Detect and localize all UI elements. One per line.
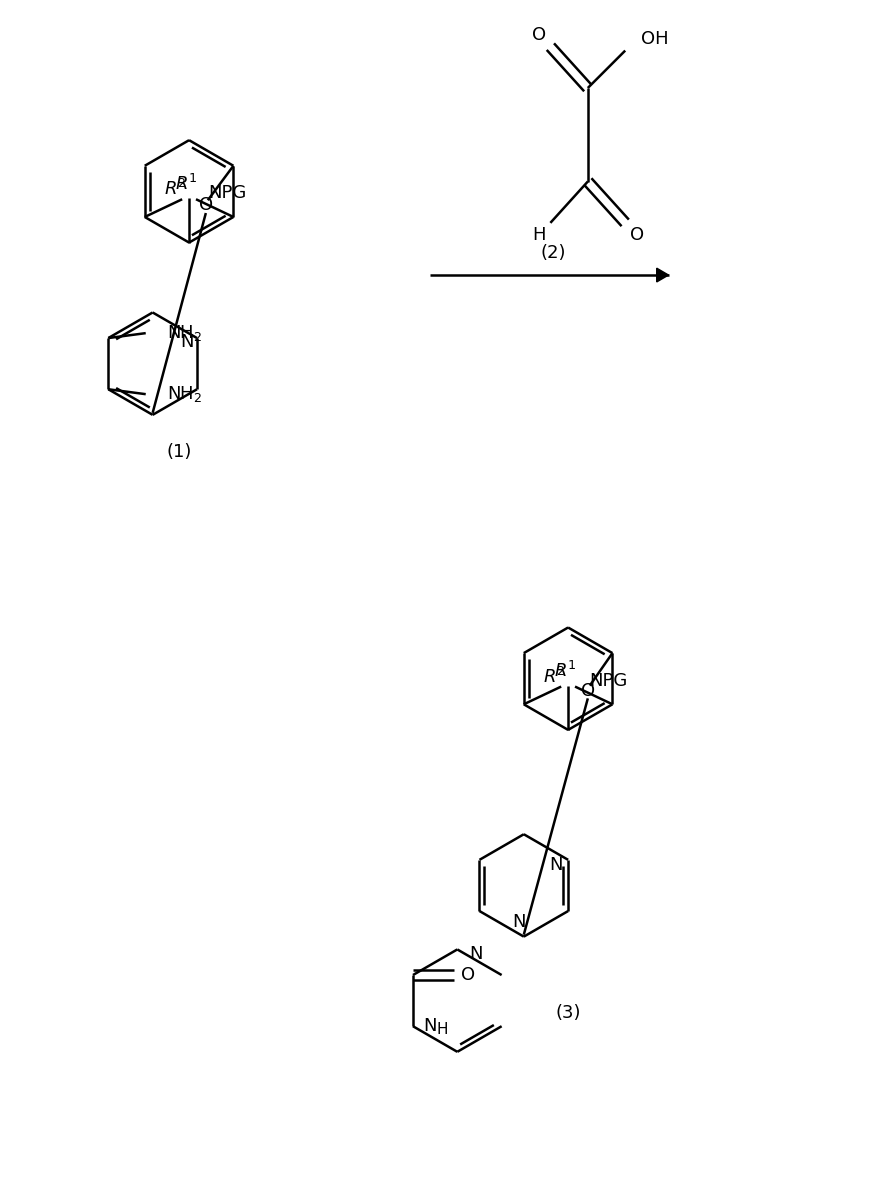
Text: N: N bbox=[423, 1017, 436, 1035]
Text: O: O bbox=[630, 225, 644, 243]
Text: N: N bbox=[180, 333, 194, 350]
Text: O: O bbox=[199, 197, 213, 215]
Text: O: O bbox=[461, 966, 475, 985]
Text: O: O bbox=[581, 682, 595, 700]
Polygon shape bbox=[657, 268, 668, 283]
Text: $R^1$: $R^1$ bbox=[554, 660, 576, 681]
Text: $R^2$: $R^2$ bbox=[543, 666, 565, 687]
Text: N: N bbox=[470, 945, 483, 963]
Text: NH$_2$: NH$_2$ bbox=[168, 323, 202, 343]
Text: N: N bbox=[513, 913, 526, 931]
Text: (2): (2) bbox=[540, 244, 566, 262]
Text: $R^2$: $R^2$ bbox=[164, 179, 186, 199]
Text: H: H bbox=[532, 225, 546, 243]
Text: (3): (3) bbox=[556, 1005, 581, 1023]
Text: H: H bbox=[436, 1022, 448, 1037]
Text: NPG: NPG bbox=[590, 671, 628, 690]
Text: N: N bbox=[549, 856, 563, 874]
Text: O: O bbox=[531, 26, 546, 44]
Text: $R^1$: $R^1$ bbox=[175, 174, 197, 193]
Text: OH: OH bbox=[641, 30, 668, 48]
Text: NH$_2$: NH$_2$ bbox=[168, 384, 202, 404]
Text: (1): (1) bbox=[167, 443, 192, 461]
Text: NPG: NPG bbox=[209, 185, 247, 203]
